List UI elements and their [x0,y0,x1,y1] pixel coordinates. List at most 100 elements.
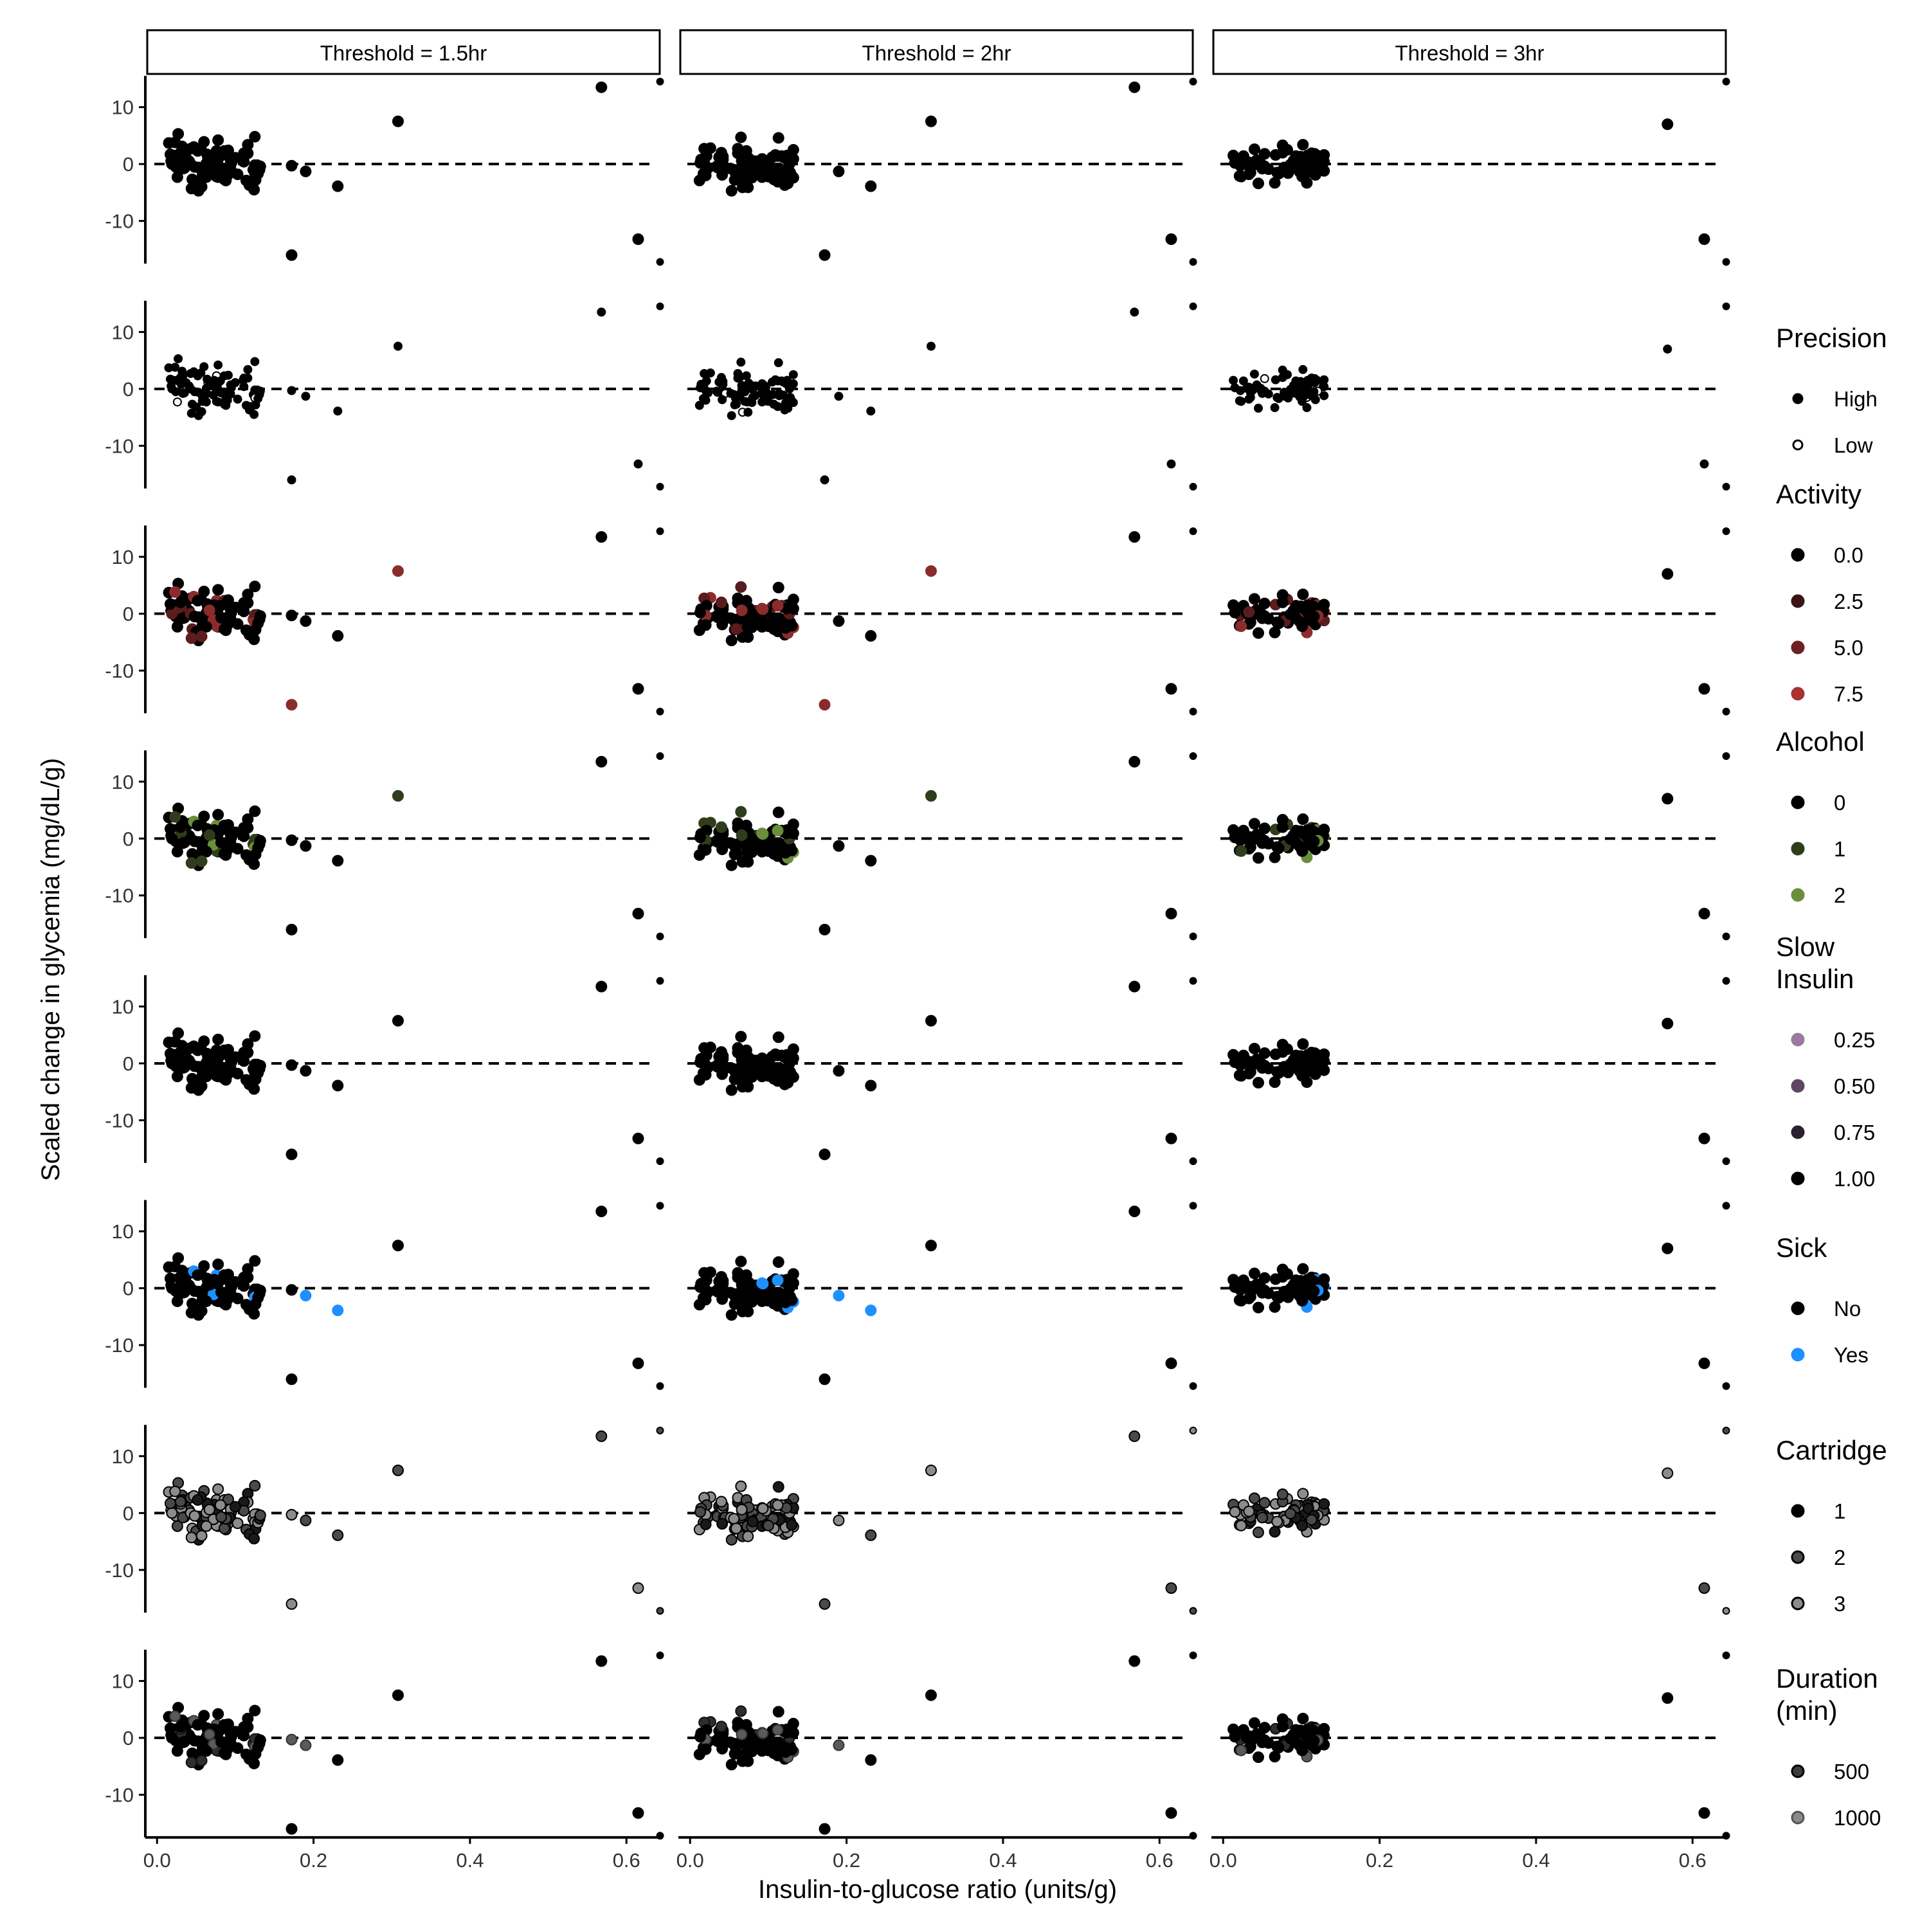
data-point [392,115,404,127]
data-point [218,1747,230,1759]
x-tick-label: 0.4 [1522,1849,1550,1872]
data-point [1271,1515,1283,1528]
data-point [728,613,740,626]
x-tick-label: 0.0 [676,1849,704,1872]
legend-title: Sick [1776,1232,1827,1263]
data-point [1236,397,1246,406]
data-point [925,1015,937,1027]
data-point [1318,1722,1330,1735]
data-point [819,1598,831,1610]
data-point [1128,755,1141,768]
data-point [716,1068,729,1080]
data-point [1269,1076,1281,1088]
data-point [195,1755,208,1767]
data-point [595,755,608,768]
facet-strip: Threshold = 3hr [1212,29,1727,75]
data-point [1722,302,1730,311]
data-point [1128,980,1141,993]
x-tick-label: 0.4 [456,1849,484,1872]
data-point [1235,620,1247,633]
data-point [1243,1730,1255,1742]
data-point [819,1373,831,1386]
data-point [192,1044,204,1056]
data-point [742,856,754,868]
data-point [239,374,249,383]
data-point [1269,851,1281,863]
data-point [1662,568,1674,580]
legend-title: Activity [1776,479,1861,509]
legend-key [1791,687,1805,701]
data-point [174,1495,186,1508]
data-point [248,633,260,646]
legend-key [1791,1764,1805,1778]
data-point [700,368,709,378]
data-point [743,408,753,417]
data-point [1305,615,1318,627]
data-point [735,1705,747,1717]
data-point [595,531,608,543]
data-point [741,371,751,381]
data-point [1297,588,1309,600]
data-point [1256,163,1269,175]
data-point [190,387,199,397]
y-tick-label: 10 [112,1220,134,1243]
data-point [1229,1281,1241,1293]
data-point [763,397,773,406]
data-point [212,1258,224,1270]
data-point [285,834,298,846]
data-point [1269,1301,1281,1313]
legend-key [1792,393,1804,404]
data-point [254,610,266,622]
data-point [200,1520,212,1532]
data-point [1256,1512,1269,1524]
data-point [772,1499,784,1511]
data-point [865,854,877,867]
data-point [1243,606,1255,618]
data-point [735,1256,747,1268]
data-point [595,1430,608,1442]
data-point [195,1080,208,1092]
data-point [632,1582,644,1594]
legend-key [1791,594,1805,608]
data-point [1243,1505,1255,1517]
data-point [254,1285,266,1297]
data-point [1253,1301,1264,1314]
data-point [656,1607,664,1615]
data-point [1229,606,1241,618]
data-point [747,1290,759,1303]
data-point [595,1205,608,1218]
data-point [250,357,260,366]
y-tick-label: 0 [123,603,134,626]
legend-group: Alcohol 0 1 2 [1776,727,1865,907]
data-point [716,168,729,181]
data-point [1189,932,1197,941]
x-tick-label: 0.6 [1146,1849,1173,1872]
data-point [1296,1519,1309,1531]
data-point [735,806,747,818]
legend-label: 0 [1834,791,1845,815]
data-point [169,1485,181,1497]
data-point [1296,620,1309,633]
data-point [597,307,606,317]
data-point [1258,148,1271,160]
data-point [171,1745,183,1757]
data-point [195,630,208,642]
data-point [632,233,644,245]
data-point [742,631,754,643]
data-point [393,341,403,351]
data-point [656,707,664,716]
data-point [214,150,226,162]
data-point [1297,1038,1309,1050]
legend-title: Precision [1776,323,1887,353]
data-point [215,1736,228,1748]
data-point [1305,1513,1318,1526]
data-point [300,1514,312,1526]
data-point [1296,1295,1309,1307]
data-point [300,1065,312,1077]
data-point [715,1495,727,1508]
data-point [1298,365,1308,374]
data-point [1662,1692,1674,1704]
legend-key [1791,1348,1805,1362]
legend-key [1791,1033,1805,1047]
data-point [1278,373,1287,383]
